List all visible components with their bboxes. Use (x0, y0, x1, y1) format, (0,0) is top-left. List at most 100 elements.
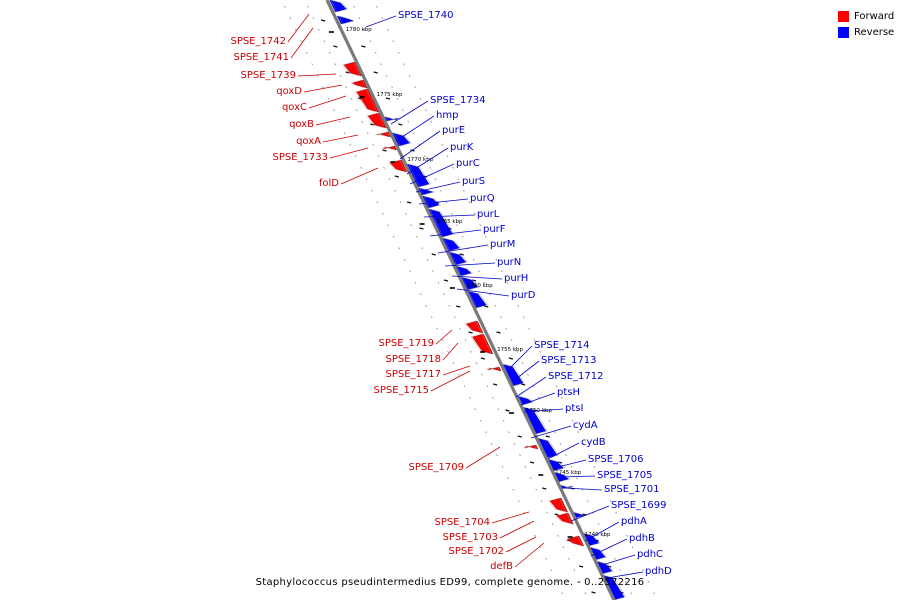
forward-gene-label: SPSE_1733 (273, 152, 329, 163)
tick-dot (555, 385, 558, 388)
tick-dot (597, 523, 600, 526)
reverse-leader (606, 571, 644, 579)
forward-gene-label: qoxA (296, 136, 321, 147)
reverse-leader (559, 475, 596, 478)
forward-leader (290, 27, 314, 59)
tick-dot (385, 74, 388, 77)
reverse-gene-label: SPSE_1705 (597, 470, 653, 481)
gene-block-shade (429, 208, 455, 238)
tick-dot (437, 281, 440, 284)
tick-dot (300, 40, 303, 43)
tick-dot (511, 293, 514, 296)
tick-dot (305, 51, 308, 54)
forward-gene-block (351, 79, 368, 89)
tick-dot (577, 431, 580, 434)
reverse-leader (451, 275, 503, 280)
tick-mark (373, 71, 378, 74)
tick-dot (619, 569, 622, 572)
gene-block-shade (485, 366, 501, 372)
kbp-label: 1745 kbp (555, 470, 581, 476)
tick-dot (430, 316, 433, 319)
tick-mark (579, 565, 584, 568)
tick-dot (517, 304, 520, 307)
reverse-gene-label: purF (483, 224, 506, 235)
forward-gene-label: SPSE_1702 (449, 546, 505, 557)
tick-dot (539, 546, 542, 549)
tick-dot (505, 327, 508, 330)
reverse-leader (598, 554, 636, 567)
tick-mark (496, 331, 501, 334)
tick-dot (425, 304, 428, 307)
tick-mark (361, 45, 366, 48)
tick-dot (434, 178, 437, 181)
tick-dot (403, 258, 406, 261)
reverse-gene-block (336, 15, 353, 25)
reverse-leader (570, 505, 610, 522)
tick-dot (624, 580, 627, 583)
forward-gene-label: qoxB (289, 119, 314, 130)
label-leaders (287, 13, 644, 579)
tick-dot (573, 569, 576, 572)
forward-gene-block (472, 333, 494, 355)
tick-dot (442, 293, 445, 296)
tick-mark (492, 383, 498, 386)
tick-mark (385, 97, 391, 100)
forward-gene-label: defB (490, 561, 513, 572)
gene-block-shade (468, 290, 489, 309)
gene-block-shade (464, 320, 483, 334)
tick-dot (484, 235, 487, 238)
map-caption: Staphylococcus pseudintermedius ED99, co… (255, 577, 645, 588)
tick-dot (419, 97, 422, 100)
tick-dot (642, 569, 645, 572)
forward-gene-label: SPSE_1719 (379, 338, 435, 349)
tick-dot (423, 155, 426, 158)
tick-dot (555, 580, 558, 583)
tick-dot (459, 327, 462, 330)
forward-gene-block (556, 512, 574, 525)
gene-features (329, 0, 627, 601)
reverse-leader (511, 360, 540, 383)
forward-leader (514, 542, 545, 568)
reverse-swatch (838, 27, 849, 38)
forward-gene-label: SPSE_1718 (386, 354, 442, 365)
reverse-gene-label: purC (456, 158, 480, 169)
tick-dot (436, 327, 439, 330)
tick-dot (421, 247, 424, 250)
tick-dot (289, 17, 292, 20)
tick-dot (468, 396, 471, 399)
tick-dot (550, 569, 553, 572)
tick-dot (543, 408, 546, 411)
tick-mark (419, 227, 424, 230)
tick-mark (529, 461, 535, 464)
tick-dot (366, 132, 369, 135)
tick-dot (294, 28, 297, 31)
tick-dot (349, 143, 352, 146)
tick-dot (452, 362, 455, 365)
tick-dot (397, 51, 400, 54)
tick-dot (440, 189, 442, 192)
reverse-gene-label: purH (504, 273, 528, 284)
tick-dot (429, 166, 431, 169)
reverse-leader (523, 408, 564, 413)
tick-dot (636, 557, 639, 560)
gene-block-shade (548, 497, 567, 513)
tick-dot (445, 201, 448, 204)
tick-dot (473, 212, 476, 215)
tick-dot (284, 5, 286, 8)
gene-block-shade (388, 159, 406, 173)
tick-dot (598, 477, 601, 480)
tick-dot (615, 511, 618, 514)
reverse-leader (390, 100, 429, 125)
tick-dot (529, 477, 532, 480)
tick-dot (426, 258, 429, 261)
forward-gene-label: SPSE_1739 (241, 70, 297, 81)
legend-forward: Forward (838, 9, 900, 24)
tick-dot (404, 212, 407, 215)
tick-dot (603, 534, 605, 537)
tick-dot (376, 5, 378, 8)
tick-dot (562, 546, 565, 549)
tick-mark (459, 253, 464, 256)
reverse-gene-label: SPSE_1699 (611, 500, 667, 511)
tick-dot (544, 362, 547, 365)
